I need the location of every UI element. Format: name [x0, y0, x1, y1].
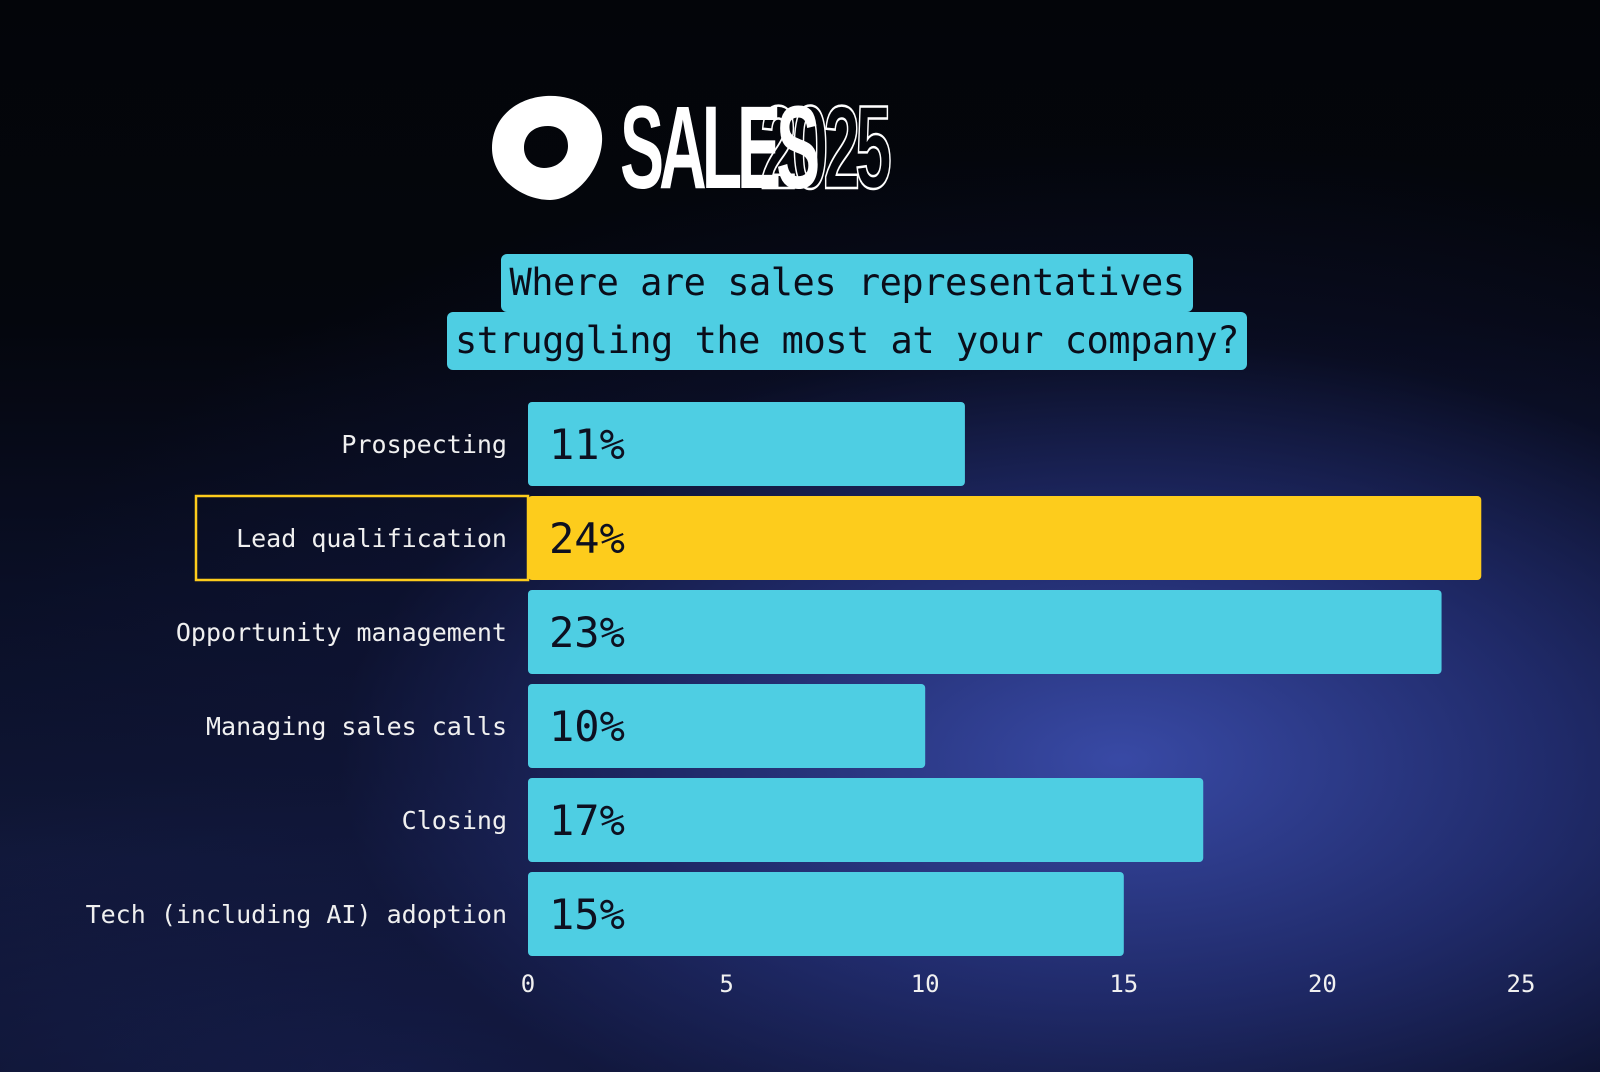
brand-year-text: 2025 [760, 82, 893, 214]
bar-value-label: 17% [549, 796, 625, 845]
brand-wordmark: SALES 2025 [620, 88, 893, 209]
bar-managing-sales-calls [528, 684, 926, 768]
bar-value-label: 10% [549, 702, 625, 751]
brand-header: SALES 2025 [488, 88, 893, 209]
outreach-logo-icon [492, 95, 603, 200]
category-label: Managing sales calls [206, 712, 507, 741]
bar-value-label: 15% [549, 890, 625, 939]
category-label: Lead qualification [236, 524, 507, 553]
category-label: Prospecting [341, 430, 507, 459]
category-label: Tech (including AI) adoption [86, 900, 507, 929]
bar-closing [528, 778, 1204, 862]
x-tick-label: 5 [719, 970, 733, 998]
bar-group-managing-sales-calls: Managing sales calls 10% [206, 684, 926, 768]
bar-group-tech-including-ai-adoption: Tech (including AI) adoption 15% [86, 872, 1124, 956]
bar-tech-including-ai-adoption [528, 872, 1124, 956]
brand-sales-text: SALES [620, 82, 820, 214]
chart-title-line-1: Where are sales representatives [501, 254, 1193, 312]
bar-value-label: 11% [549, 420, 625, 469]
x-tick-label: 0 [521, 970, 535, 998]
x-tick-label: 15 [1109, 970, 1138, 998]
category-label: Opportunity management [176, 618, 507, 647]
bar-prospecting [528, 402, 965, 486]
bar-value-label: 24% [549, 514, 625, 563]
bar-value-label: 23% [549, 608, 625, 657]
bar-group-lead-qualification: Lead qualification 24% [194, 494, 1482, 582]
x-tick-label: 20 [1308, 970, 1337, 998]
x-tick-label: 10 [911, 970, 940, 998]
bar-lead-qualification [528, 496, 1482, 580]
bar-group-opportunity-management: Opportunity management 23% [176, 590, 1442, 674]
category-label: Closing [402, 806, 507, 835]
bar-group-prospecting: Prospecting 11% [341, 402, 965, 486]
chart-title-line-2: struggling the most at your company? [447, 312, 1247, 370]
bar-opportunity-management [528, 590, 1442, 674]
chart-title: Where are sales representatives struggli… [0, 254, 1600, 370]
bar-group-closing: Closing 17% [402, 778, 1204, 862]
x-tick-label: 25 [1507, 970, 1536, 998]
